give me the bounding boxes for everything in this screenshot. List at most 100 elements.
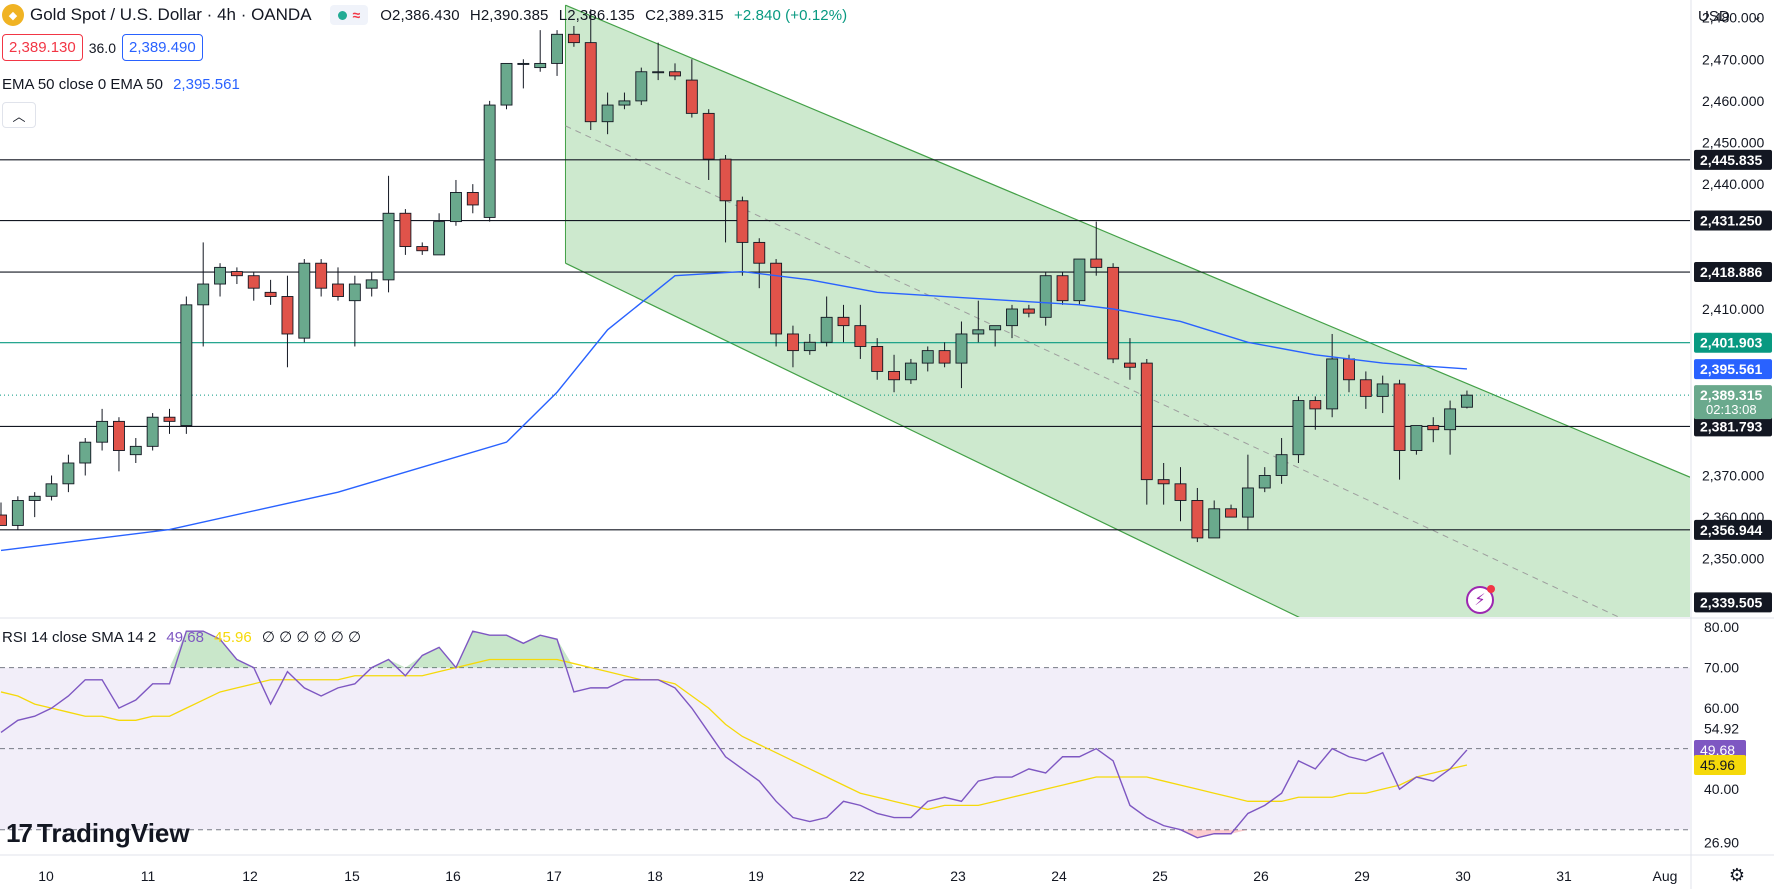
candle[interactable] bbox=[416, 242, 429, 255]
market-status-button[interactable]: ≈ bbox=[329, 5, 369, 25]
candle[interactable] bbox=[1444, 400, 1457, 455]
channel-upper-line[interactable] bbox=[565, 4, 1690, 478]
candle[interactable] bbox=[1107, 263, 1120, 364]
candle[interactable] bbox=[230, 267, 243, 285]
price-axis[interactable]: 2,480.0002,470.0002,460.0002,450.0002,44… bbox=[1694, 10, 1772, 851]
level-price-tag[interactable]: 2,381.793 bbox=[1700, 418, 1762, 434]
rsi-legend[interactable]: RSI 14 close SMA 14 2 49.68 45.96 ∅ ∅ ∅ … bbox=[2, 628, 361, 646]
candle[interactable] bbox=[871, 338, 884, 380]
candle[interactable] bbox=[1309, 396, 1322, 430]
settings-gear-icon[interactable]: ⚙ bbox=[1728, 865, 1746, 885]
candle[interactable] bbox=[584, 9, 597, 131]
candle[interactable] bbox=[62, 454, 75, 493]
sell-button[interactable]: 2,389.130 bbox=[2, 34, 83, 61]
candle[interactable] bbox=[1258, 467, 1271, 493]
candle[interactable] bbox=[247, 271, 260, 301]
candle[interactable] bbox=[180, 296, 193, 434]
candle[interactable] bbox=[770, 259, 783, 347]
buy-button[interactable]: 2,389.490 bbox=[121, 34, 203, 61]
level-price-tag[interactable]: 2,418.886 bbox=[1700, 264, 1762, 280]
candle[interactable] bbox=[382, 175, 395, 293]
candle[interactable] bbox=[298, 259, 311, 343]
candle[interactable] bbox=[264, 279, 277, 305]
candle[interactable] bbox=[955, 321, 968, 389]
level-price-tag[interactable]: 2,445.835 bbox=[1700, 152, 1762, 168]
candle[interactable] bbox=[1292, 396, 1305, 463]
candle[interactable] bbox=[1241, 454, 1254, 530]
candle[interactable] bbox=[837, 304, 850, 343]
price-tag[interactable]: 2,395.561 bbox=[1700, 361, 1762, 377]
candle[interactable] bbox=[702, 109, 715, 180]
candle[interactable] bbox=[79, 438, 92, 476]
candle[interactable] bbox=[450, 179, 462, 226]
candle[interactable] bbox=[1123, 338, 1136, 380]
channel-lower-line[interactable] bbox=[565, 262, 1690, 806]
ema50-line[interactable] bbox=[0, 270, 1467, 552]
candle[interactable] bbox=[1157, 463, 1170, 505]
rsi-value-tag[interactable]: 45.96 bbox=[1700, 757, 1735, 773]
rsi-value-tag[interactable]: 49.68 bbox=[1700, 742, 1735, 758]
candle[interactable] bbox=[669, 63, 681, 81]
candle[interactable] bbox=[652, 42, 665, 81]
candle[interactable] bbox=[129, 438, 142, 463]
candle[interactable] bbox=[281, 275, 294, 368]
candle[interactable] bbox=[1376, 375, 1389, 414]
candle[interactable] bbox=[517, 59, 530, 89]
rsi-sma-line[interactable] bbox=[0, 658, 1468, 811]
candle[interactable] bbox=[1191, 487, 1204, 543]
candle[interactable] bbox=[618, 92, 631, 110]
collapse-legend-button[interactable]: ︿ bbox=[2, 102, 36, 128]
candle[interactable] bbox=[1427, 417, 1440, 443]
rsi-pane[interactable] bbox=[0, 630, 1690, 839]
candle[interactable] bbox=[551, 30, 563, 76]
candle[interactable] bbox=[534, 30, 547, 72]
candle[interactable] bbox=[736, 196, 749, 276]
candle[interactable] bbox=[112, 417, 125, 472]
candle[interactable] bbox=[820, 296, 833, 347]
candle[interactable] bbox=[0, 502, 7, 526]
candle[interactable] bbox=[854, 304, 867, 359]
candle[interactable] bbox=[197, 242, 210, 347]
level-price-tag[interactable]: 2,401.903 bbox=[1700, 335, 1762, 351]
level-price-tag[interactable]: 2,356.944 bbox=[1700, 522, 1762, 538]
symbol-title[interactable]: Gold Spot / U.S. Dollar · 4h · OANDA bbox=[30, 5, 312, 24]
candle[interactable] bbox=[1073, 258, 1086, 305]
candle[interactable] bbox=[1022, 304, 1035, 318]
candle[interactable] bbox=[1039, 271, 1052, 326]
candle[interactable] bbox=[803, 333, 816, 355]
candle[interactable] bbox=[1174, 467, 1187, 522]
level-price-tag[interactable]: 2,431.250 bbox=[1700, 213, 1762, 229]
candle[interactable] bbox=[1090, 221, 1103, 276]
candle[interactable] bbox=[685, 59, 698, 118]
ema-legend[interactable]: EMA 50 close 0 EMA 50 2,395.561 bbox=[2, 76, 240, 93]
candle[interactable] bbox=[163, 408, 176, 434]
candle[interactable] bbox=[567, 25, 580, 47]
candle[interactable] bbox=[753, 238, 766, 289]
candle[interactable] bbox=[28, 492, 41, 518]
currency-selector[interactable]: USD ⌄ bbox=[1692, 4, 1772, 28]
candle[interactable] bbox=[466, 184, 479, 214]
candle[interactable] bbox=[1208, 500, 1221, 539]
price-tag[interactable]: 2,389.315 bbox=[1700, 387, 1762, 403]
candle[interactable] bbox=[888, 354, 900, 393]
candle[interactable] bbox=[1359, 371, 1372, 409]
candle[interactable] bbox=[365, 271, 378, 297]
candle[interactable] bbox=[146, 413, 159, 451]
candle[interactable] bbox=[1006, 304, 1018, 339]
candle[interactable] bbox=[904, 358, 917, 384]
candle[interactable] bbox=[1056, 271, 1069, 305]
candle[interactable] bbox=[1460, 390, 1473, 409]
candle[interactable] bbox=[332, 267, 344, 301]
time-axis[interactable]: 10 11 12 15 16 17 18 19 22 23 24 25 26 29 30 31 Aug bbox=[38, 868, 1677, 884]
candle[interactable] bbox=[45, 475, 58, 501]
candle[interactable] bbox=[500, 62, 513, 110]
candle[interactable] bbox=[483, 100, 496, 222]
candle[interactable] bbox=[719, 155, 732, 243]
rsi-line[interactable] bbox=[0, 630, 1468, 839]
candle[interactable] bbox=[315, 259, 328, 297]
candle[interactable] bbox=[348, 275, 361, 347]
candle[interactable] bbox=[972, 300, 985, 343]
candle[interactable] bbox=[11, 496, 24, 530]
candle[interactable] bbox=[1140, 358, 1153, 505]
